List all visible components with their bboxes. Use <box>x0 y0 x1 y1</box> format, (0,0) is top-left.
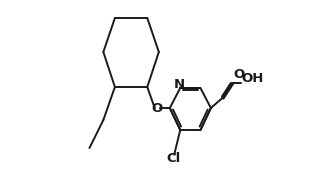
Text: O: O <box>233 68 244 81</box>
Text: OH: OH <box>241 71 263 85</box>
Text: Cl: Cl <box>166 152 180 164</box>
Text: O: O <box>151 102 163 115</box>
Text: N: N <box>174 78 185 91</box>
